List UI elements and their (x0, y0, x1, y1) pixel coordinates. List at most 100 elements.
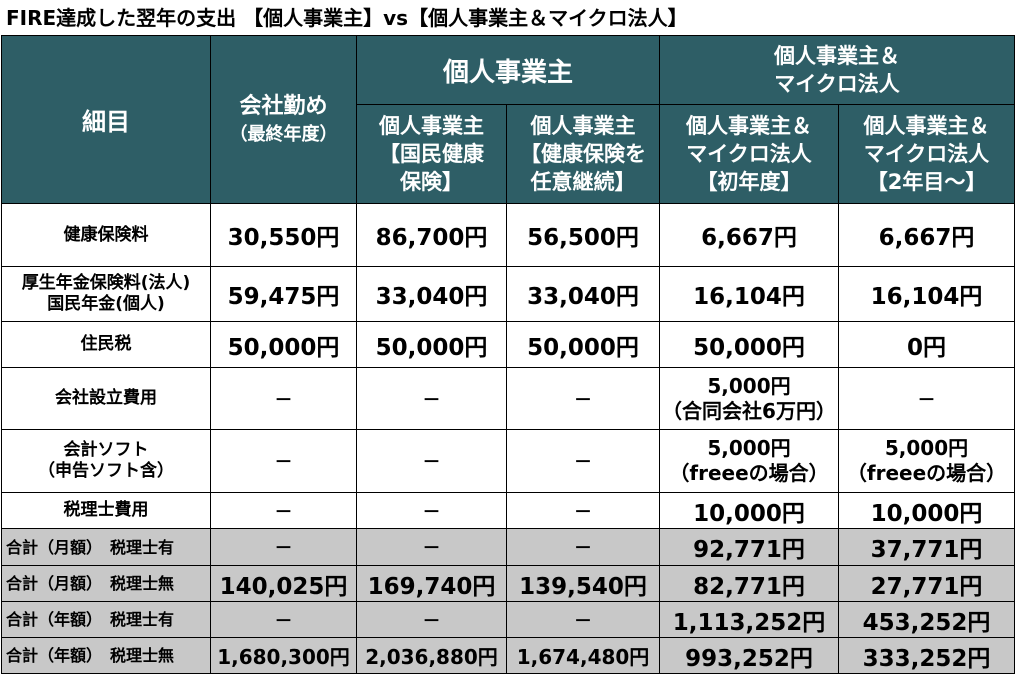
cell-micro-b-note: （freeeの場合） (846, 461, 1007, 485)
total-label: 合計（月額） 税理士有 (1, 528, 211, 566)
header-micro-a: 個人事業主＆ マイクロ法人 【初年度】 (659, 104, 840, 204)
cell-sole-b: 33,040円 (505, 266, 661, 322)
cell-micro-b: 16,104円 (838, 266, 1016, 322)
cell-micro-a: 6,667円 (659, 203, 840, 267)
cell-sole-a: 33,040円 (356, 266, 507, 322)
cell-sole-b: 139,540円 (505, 565, 661, 602)
header-company-line2: （最終年度） (229, 123, 338, 145)
cell-micro-a: 1,113,252円 (659, 601, 840, 638)
cell-sole-b: 50,000円 (505, 321, 661, 368)
cell-micro-b: 6,667円 (838, 203, 1016, 267)
cell-micro-b: 333,252円 (838, 637, 1016, 674)
header-sole-group: 個人事業主 (355, 35, 661, 105)
row-label: 住民税 (1, 321, 211, 368)
cell-micro-b: 10,000円 (838, 492, 1016, 529)
header-micro-b-line1: 個人事業主＆ (863, 114, 990, 138)
cell-micro-b: 37,771円 (838, 528, 1016, 566)
header-row-2: 個人事業主 【国民健康 保険】 個人事業主 【健康保険を 任意継続】 個人事業主… (2, 104, 1016, 204)
total-row: 合計（年額） 税理士有 － － － 1,113,252円 453,252円 (1, 601, 1016, 638)
cell-micro-a-note: （freeeの場合） (669, 461, 829, 485)
cell-micro-a: 50,000円 (659, 321, 840, 368)
header-item: 細目 (1, 35, 211, 204)
total-row: 合計（月額） 税理士有 － － － 92,771円 37,771円 (1, 528, 1016, 566)
cell-micro-b-value: 5,000円 (884, 436, 969, 460)
expense-comparison-table: 細目 会社勤め （最終年度） 個人事業主 個人事業主＆ マイクロ法人 個人事業主… (1, 35, 1016, 674)
row-label-line1: 会社設立費用 (55, 388, 157, 408)
header-sole-b-line2: 【健康保険を (520, 142, 646, 166)
cell-micro-b: 0円 (838, 321, 1016, 368)
cell-micro-a: 10,000円 (659, 492, 840, 529)
cell-micro-b: － (838, 367, 1016, 430)
total-label: 合計（年額） 税理士有 (1, 601, 211, 638)
row-label: 税理士費用 (1, 492, 211, 529)
cell-micro-a-value: 5,000円 (707, 436, 791, 460)
header-micro-a-line1: 個人事業主＆ (686, 114, 813, 138)
cell-sole-b: － (505, 367, 661, 430)
table-row: 住民税 50,000円 50,000円 50,000円 50,000円 0円 (1, 321, 1016, 368)
cell-sole-b: － (505, 429, 661, 493)
cell-sole-a: 2,036,880円 (356, 637, 507, 674)
cell-micro-b: 27,771円 (838, 565, 1016, 602)
header-micro-group-line1: 個人事業主＆ (774, 44, 901, 68)
cell-micro-a: 16,104円 (659, 266, 840, 322)
row-label: 健康保険料 (1, 203, 211, 267)
header-micro-a-line3: 【初年度】 (696, 170, 802, 194)
header-company-line1: 会社勤め (239, 93, 328, 119)
row-label-line1: 住民税 (80, 334, 132, 354)
header-sole-a-line2: 【国民健康 (379, 142, 484, 166)
cell-sole-b: 1,674,480円 (505, 637, 661, 674)
cell-sole-b: 56,500円 (505, 203, 661, 267)
header-micro-group-line2: マイクロ法人 (774, 72, 900, 96)
cell-sole-b: － (505, 528, 661, 566)
cell-sole-a: 86,700円 (356, 203, 507, 267)
row-label: 厚生年金保険料(法人) 国民年金(個人) (1, 266, 211, 322)
header-micro-b: 個人事業主＆ マイクロ法人 【2年目～】 (838, 104, 1016, 204)
cell-company: 1,680,300円 (210, 637, 357, 674)
cell-micro-a: 92,771円 (659, 528, 840, 566)
header-sole-b-line1: 個人事業主 (530, 114, 636, 138)
header-company: 会社勤め （最終年度） (210, 35, 357, 204)
cell-company: － (210, 601, 357, 638)
cell-company: 59,475円 (210, 266, 357, 322)
table-row: 会計ソフト （申告ソフト含） － － － 5,000円 （freeeの場合） 5… (1, 429, 1016, 493)
cell-sole-a: 169,740円 (356, 565, 507, 602)
cell-company: 140,025円 (210, 565, 357, 602)
header-micro-a-line2: マイクロ法人 (686, 142, 812, 166)
cell-company: 30,550円 (210, 203, 357, 267)
header-sole-a-line3: 保険】 (400, 170, 463, 194)
cell-sole-a: － (356, 528, 507, 566)
table-row: 税理士費用 － － － 10,000円 10,000円 (1, 492, 1016, 529)
cell-micro-a-note: （合同会社6万円） (662, 398, 836, 423)
cell-micro-a: 5,000円 （freeeの場合） (659, 429, 840, 493)
total-row: 合計（年額） 税理士無 1,680,300円 2,036,880円 1,674,… (1, 637, 1016, 674)
cell-sole-b: － (505, 492, 661, 529)
cell-sole-a: － (356, 429, 507, 493)
cell-micro-b: 5,000円 （freeeの場合） (838, 429, 1016, 493)
row-label-line1: 健康保険料 (63, 224, 149, 245)
row-label: 会計ソフト （申告ソフト含） (1, 429, 211, 493)
header-micro-b-line2: マイクロ法人 (863, 142, 990, 166)
row-label: 会社設立費用 (1, 367, 211, 430)
cell-micro-a: 993,252円 (659, 637, 840, 674)
cell-company: － (210, 367, 357, 430)
table-row: 会社設立費用 － － － 5,000円 （合同会社6万円） － (1, 367, 1016, 430)
total-label: 合計（年額） 税理士無 (1, 637, 211, 674)
cell-sole-a: － (356, 601, 507, 638)
row-label-line1: 厚生年金保険料(法人) (21, 273, 191, 293)
page-title: FIRE達成した翌年の支出 【個人事業主】vs【個人事業主＆マイクロ法人】 (6, 6, 688, 30)
row-label-line1: 税理士費用 (63, 500, 149, 520)
row-label-line2: 国民年金(個人) (47, 294, 165, 314)
row-label-line1: 会計ソフト (63, 440, 149, 460)
header-micro-group: 個人事業主＆ マイクロ法人 (659, 35, 1016, 105)
header-row-1: 細目 会社勤め （最終年度） 個人事業主 個人事業主＆ マイクロ法人 (1, 35, 1016, 204)
cell-sole-a: － (356, 367, 507, 430)
cell-company: － (210, 429, 357, 493)
cell-company: － (210, 528, 357, 566)
cell-company: － (210, 492, 357, 529)
cell-company: 50,000円 (210, 321, 357, 368)
header-sole-a-line1: 個人事業主 (379, 114, 484, 138)
total-label: 合計（月額） 税理士無 (1, 565, 211, 602)
cell-sole-a: 50,000円 (356, 321, 507, 368)
cell-micro-a: 82,771円 (659, 565, 840, 602)
header-micro-b-line3: 【2年目～】 (866, 170, 987, 194)
